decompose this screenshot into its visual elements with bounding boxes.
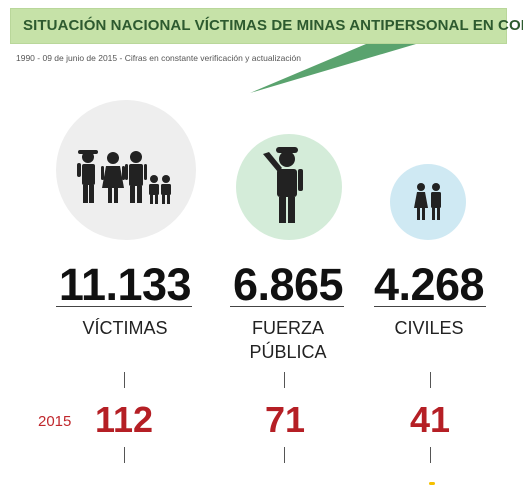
civilian-couple-icon: [414, 183, 441, 220]
civiles-underline: [374, 306, 486, 307]
fuerza-publica-label-line1: FUERZA: [252, 318, 324, 338]
fuerza-publica-tick-upper: [284, 372, 285, 388]
civiles-circle: [390, 164, 466, 240]
fuerza-publica-tick-lower: [284, 447, 285, 463]
page-title: SITUACIÓN NACIONAL VÍCTIMAS DE MINAS ANT…: [23, 17, 523, 34]
civiles-label: CIVILES: [394, 318, 464, 338]
civiles-tick-lower: [430, 447, 431, 463]
victimas-tick-upper: [124, 372, 125, 388]
fuerza-publica-2015-value: 71: [264, 399, 306, 440]
victimas-2015-value: 112: [94, 399, 154, 440]
victimas-label: VÍCTIMAS: [82, 318, 168, 338]
family-icon: [77, 150, 171, 204]
fuerza-publica-label: FUERZA PÚBLICA: [218, 316, 358, 364]
fuerza-publica-label-line2: PÚBLICA: [249, 342, 327, 362]
fuerza-publica-underline: [230, 306, 344, 307]
victimas-underline: [56, 306, 192, 307]
total-fuerza-publica-value: 6.865: [232, 259, 344, 310]
saluting-soldier-icon: [263, 147, 303, 223]
page-subtitle: 1990 - 09 de junio de 2015 - Cifras en c…: [16, 53, 301, 63]
decorative-dot: [429, 482, 435, 485]
victimas-tick-lower: [124, 447, 125, 463]
total-victimas-value: 11.133: [58, 259, 192, 310]
civiles-2015-value: 41: [409, 399, 451, 440]
civiles-tick-upper: [430, 372, 431, 388]
header-pointer-shape: [250, 44, 416, 93]
header-banner: SITUACIÓN NACIONAL VÍCTIMAS DE MINAS ANT…: [10, 8, 523, 44]
total-civiles-value: 4.268: [373, 259, 485, 310]
year-label: 2015: [38, 413, 72, 430]
